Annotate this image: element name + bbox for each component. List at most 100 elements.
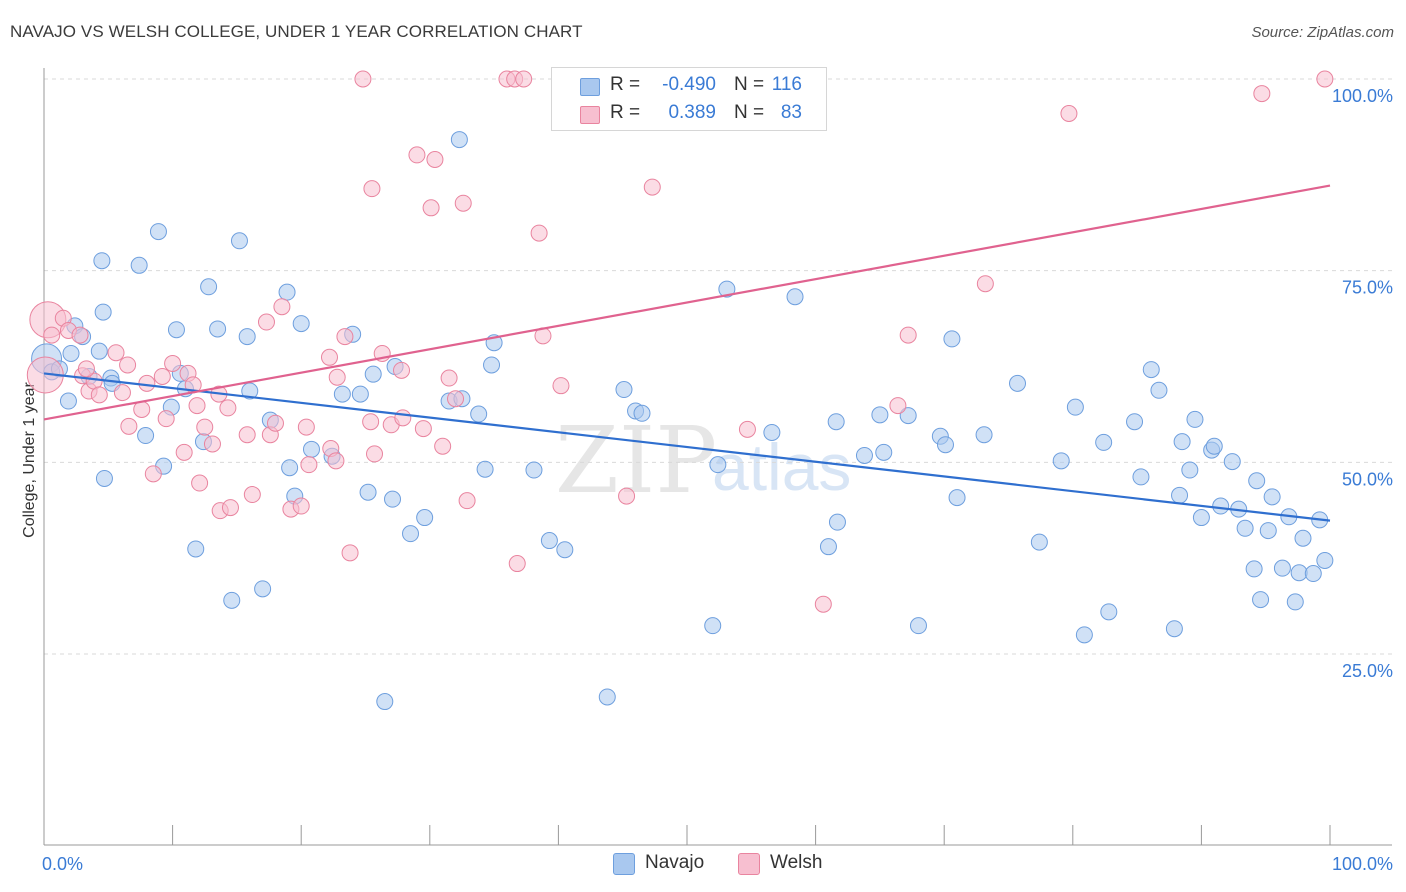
welsh-point (297, 418, 315, 436)
navajo-point (1066, 398, 1084, 416)
welsh-point (362, 413, 380, 431)
navajo-point (476, 460, 494, 478)
welsh-swatch (580, 106, 600, 124)
navajo-point (1030, 533, 1048, 551)
navajo-point (1126, 413, 1144, 431)
welsh-point (363, 180, 381, 198)
navajo-point (763, 423, 781, 441)
navajo-point (254, 580, 272, 598)
navajo-point (359, 483, 377, 501)
welsh-point (408, 146, 426, 164)
welsh-point (434, 437, 452, 455)
navajo-point (376, 693, 394, 711)
navajo-point (1009, 374, 1027, 392)
welsh-point (515, 70, 533, 88)
navajo-point (1245, 560, 1263, 578)
navajo-point (223, 591, 241, 609)
r-label: R = (610, 74, 641, 95)
welsh-point (221, 499, 239, 517)
welsh-point (1253, 85, 1271, 103)
welsh-point (238, 426, 256, 444)
navajo-point (281, 459, 299, 477)
welsh-point (976, 275, 994, 293)
welsh-point (219, 399, 237, 417)
navajo-point (827, 413, 845, 431)
r-label: R = (610, 102, 641, 123)
navajo-point (1252, 591, 1270, 609)
stats-legend-row-navajo: R = -0.490 N = 116 (552, 72, 826, 100)
welsh-point (188, 397, 206, 415)
welsh-point (447, 390, 465, 408)
navajo-point (333, 385, 351, 403)
navajo-point (1173, 433, 1191, 451)
y-tick-label: 100.0% (1332, 86, 1393, 106)
navajo-point (786, 288, 804, 306)
navajo-point (1263, 488, 1281, 506)
navajo-point (819, 538, 837, 556)
welsh-legend-swatch (738, 853, 760, 875)
navajo-point (1132, 468, 1150, 486)
n-value: 116 (771, 74, 802, 95)
navajo-point (615, 381, 633, 399)
navajo-point (948, 489, 966, 507)
navajo-point (1150, 381, 1168, 399)
navajo-point (1304, 565, 1322, 583)
legend-label: Navajo (645, 852, 705, 873)
navajo-point (828, 513, 846, 531)
welsh-point (1060, 105, 1078, 123)
x-tick-label: 100.0% (1332, 854, 1393, 874)
navajo-point (351, 385, 369, 403)
welsh-point (393, 361, 411, 379)
navajo-point (704, 617, 722, 635)
navajo-point (1212, 497, 1230, 515)
welsh-point (71, 326, 89, 344)
navajo-point (899, 407, 917, 425)
n-label: N = (734, 74, 765, 95)
welsh-point (643, 178, 661, 196)
welsh-point (414, 420, 432, 438)
welsh-point (90, 386, 108, 404)
welsh-point (394, 409, 412, 427)
welsh-point (889, 397, 907, 415)
welsh-point (43, 326, 61, 344)
navajo-point (1181, 461, 1199, 479)
welsh-point (164, 354, 182, 372)
navajo-point (1142, 361, 1160, 379)
welsh-point (273, 298, 291, 316)
navajo-trend-line (43, 372, 1331, 522)
navajo-point (1052, 452, 1070, 470)
welsh-point (113, 384, 131, 402)
navajo-point (149, 223, 167, 241)
welsh-point (243, 486, 261, 504)
navajo-point (936, 436, 954, 454)
welsh-point (175, 443, 193, 461)
welsh-point (814, 595, 832, 613)
navajo-point (525, 461, 543, 479)
navajo-point (292, 315, 310, 333)
navajo-point (709, 456, 727, 474)
navajo-point (209, 320, 227, 338)
y-tick-label: 50.0% (1342, 469, 1393, 489)
y-tick-label: 75.0% (1342, 278, 1393, 298)
navajo-point (1294, 529, 1312, 547)
navajo-point (130, 256, 148, 274)
welsh-point (422, 199, 440, 217)
navajo-point (483, 356, 501, 374)
n-label: N = (734, 102, 765, 123)
welsh-point (320, 348, 338, 366)
welsh-point (440, 369, 458, 387)
navajo-point (1248, 472, 1266, 490)
navajo-point (1186, 410, 1204, 428)
series-legend: Navajo Welsh (0, 852, 1406, 876)
welsh-point (899, 326, 917, 344)
welsh-point (327, 452, 345, 470)
watermark-atlas: atlas (712, 430, 851, 504)
navajo-point (93, 252, 111, 270)
stats-legend-row-welsh: R = 0.389 N = 83 (552, 100, 826, 128)
welsh-point (738, 420, 756, 438)
navajo-point (1192, 509, 1210, 527)
navajo-point (416, 509, 434, 527)
chart-title: NAVAJO VS WELSH COLLEGE, UNDER 1 YEAR CO… (10, 22, 583, 41)
legend-label: Welsh (770, 852, 823, 873)
